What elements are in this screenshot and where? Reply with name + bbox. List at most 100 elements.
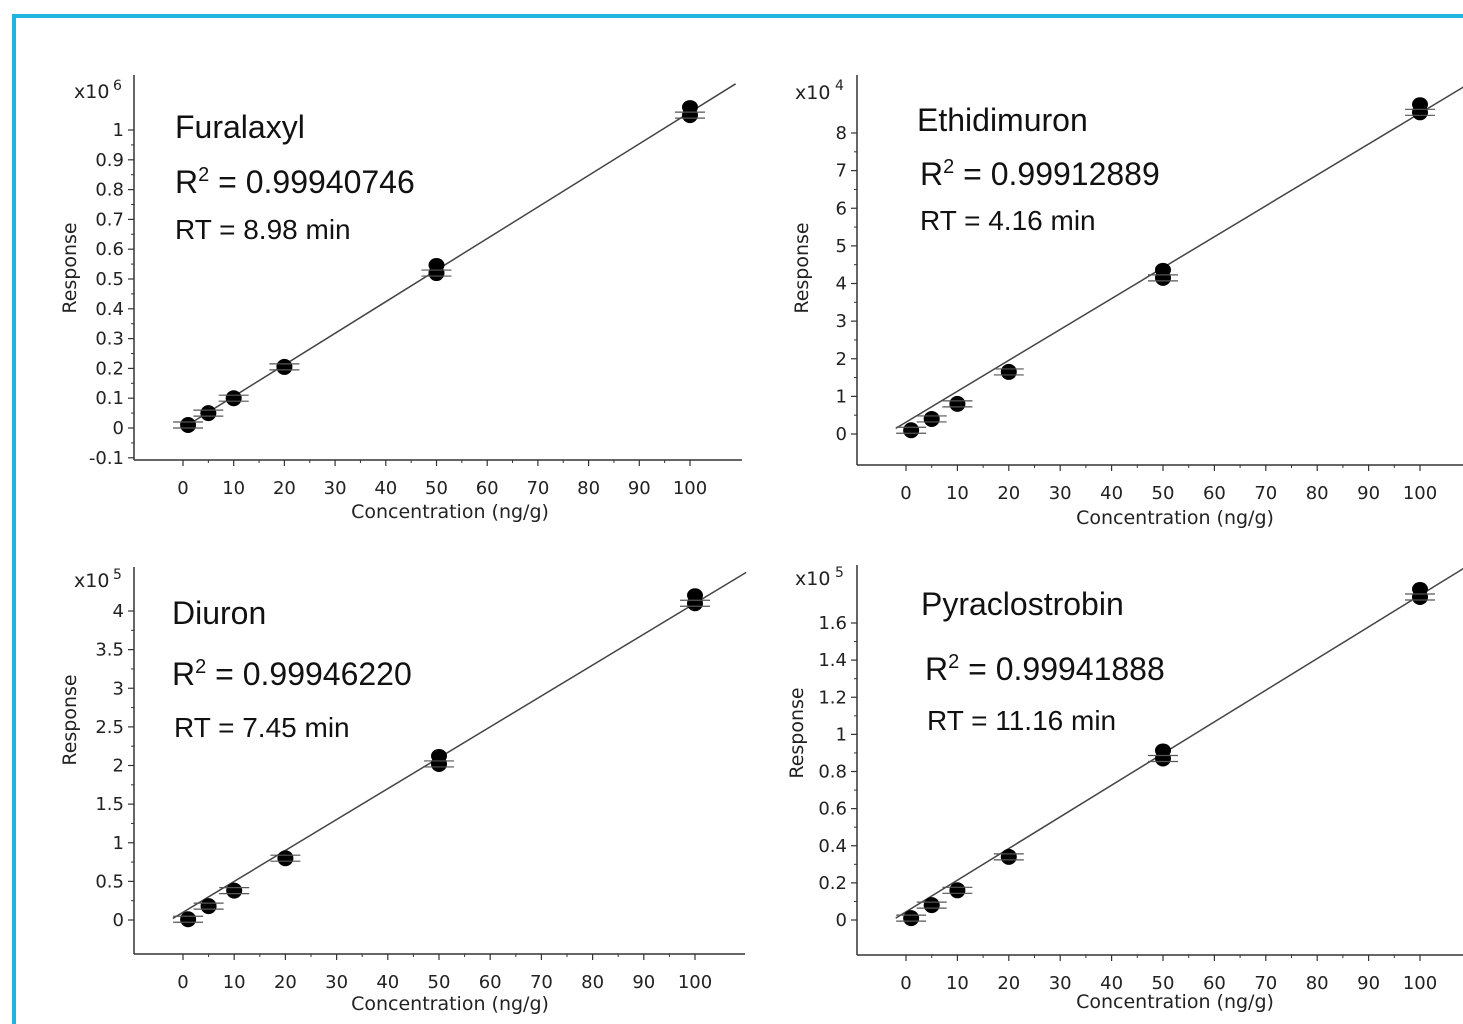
data-point bbox=[1148, 262, 1178, 286]
y-axis-title: Response bbox=[59, 222, 81, 313]
x-tick-label: 70 bbox=[1254, 973, 1277, 994]
calibration-chart-furalaxyl: x10 6 Response Concentration (ng/g) Fura… bbox=[59, 75, 742, 523]
y-tick-label: 7 bbox=[836, 161, 847, 182]
y-tick-label: 1 bbox=[836, 386, 847, 407]
y-multiplier-base: x10 bbox=[74, 570, 109, 592]
compound-name: Furalaxyl bbox=[175, 109, 305, 145]
data-point bbox=[269, 358, 300, 375]
calibration-chart-diuron: x10 5 Response Concentration (ng/g) Diur… bbox=[59, 567, 747, 1015]
y-tick-label: 4 bbox=[836, 274, 847, 295]
y-tick-label: 3 bbox=[836, 311, 847, 332]
compound-name: Diuron bbox=[172, 595, 266, 631]
data-point bbox=[993, 363, 1024, 380]
x-tick-label: 30 bbox=[324, 478, 347, 499]
x-tick-label: 100 bbox=[1403, 483, 1437, 504]
data-point bbox=[1148, 743, 1178, 767]
point-marker bbox=[226, 882, 243, 899]
x-tick-label: 80 bbox=[577, 478, 600, 499]
x-tick-label: 60 bbox=[1203, 483, 1226, 504]
x-tick-label: 50 bbox=[428, 972, 451, 993]
point-marker-replicate bbox=[687, 588, 703, 603]
y-tick-label: 0.1 bbox=[95, 388, 124, 409]
x-tick-label: 80 bbox=[581, 972, 604, 993]
y-tick-label: 0.8 bbox=[818, 762, 847, 783]
regression-line bbox=[182, 83, 737, 429]
data-point bbox=[270, 850, 301, 867]
point-marker-replicate bbox=[1412, 582, 1428, 597]
retention-time: RT = 8.98 min bbox=[175, 214, 351, 245]
x-tick-label: 10 bbox=[223, 972, 246, 993]
point-marker bbox=[949, 882, 966, 899]
x-tick-label: 20 bbox=[273, 478, 296, 499]
x-tick-label: 40 bbox=[376, 972, 399, 993]
point-marker bbox=[923, 410, 940, 427]
r-squared-superscript: 2 bbox=[195, 656, 206, 678]
calibration-chart-pyraclostrobin: x10 5 Response Concentration (ng/g) Pyra… bbox=[786, 565, 1463, 1013]
x-tick-label: 50 bbox=[1152, 973, 1175, 994]
compound-name: Ethidimuron bbox=[917, 102, 1088, 138]
y-multiplier-exponent: 5 bbox=[113, 567, 122, 583]
point-marker bbox=[200, 898, 217, 915]
r-squared-value: = 0.99941888 bbox=[959, 651, 1165, 687]
x-tick-label: 90 bbox=[1357, 483, 1380, 504]
x-tick-label: 10 bbox=[946, 483, 969, 504]
y-axis-title: Response bbox=[786, 687, 808, 778]
x-tick-label: 60 bbox=[476, 478, 499, 499]
x-tick-label: 0 bbox=[900, 483, 911, 504]
data-point bbox=[173, 417, 204, 434]
data-point bbox=[193, 405, 224, 422]
x-tick-label: 0 bbox=[177, 478, 188, 499]
point-marker bbox=[276, 358, 293, 375]
x-tick-label: 20 bbox=[274, 972, 297, 993]
regression-line bbox=[895, 86, 1463, 429]
data-point bbox=[193, 898, 224, 915]
point-marker bbox=[180, 417, 197, 434]
point-marker bbox=[923, 897, 940, 914]
y-tick-label: 0.6 bbox=[818, 799, 847, 820]
point-marker-replicate bbox=[1412, 97, 1428, 112]
x-tick-label: 100 bbox=[1403, 973, 1437, 994]
x-tick-label: 90 bbox=[1357, 973, 1380, 994]
y-multiplier-exponent: 4 bbox=[835, 78, 844, 94]
x-tick-label: 70 bbox=[526, 478, 549, 499]
retention-time: RT = 11.16 min bbox=[927, 705, 1116, 736]
x-tick-label: 90 bbox=[632, 972, 655, 993]
data-point bbox=[680, 588, 710, 612]
x-tick-label: 10 bbox=[946, 973, 969, 994]
data-point bbox=[896, 910, 927, 927]
data-point bbox=[993, 848, 1024, 865]
y-tick-label: 0 bbox=[113, 418, 124, 439]
r-squared-label: R2 = 0.99940746 bbox=[175, 164, 415, 200]
y-axis-title: Response bbox=[59, 674, 81, 765]
x-tick-label: 60 bbox=[479, 972, 502, 993]
y-tick-label: 1.6 bbox=[818, 613, 847, 634]
point-marker bbox=[225, 390, 242, 407]
x-tick-label: 0 bbox=[177, 972, 188, 993]
plot-area: 00.511.522.533.540 10 20 30 40 50 60 70 80 90 100 bbox=[95, 567, 747, 993]
point-marker bbox=[949, 395, 966, 412]
regression-line bbox=[172, 571, 747, 920]
r-squared-superscript: 2 bbox=[948, 651, 959, 673]
y-tick-label: 0.4 bbox=[95, 299, 124, 320]
point-marker bbox=[277, 850, 294, 867]
x-tick-label: 0 bbox=[900, 973, 911, 994]
data-point bbox=[916, 410, 947, 427]
x-tick-label: 100 bbox=[678, 972, 712, 993]
r-squared-label: R2 = 0.99941888 bbox=[925, 651, 1165, 687]
data-point bbox=[424, 748, 454, 772]
data-point bbox=[916, 897, 947, 914]
y-tick-label: 0.3 bbox=[95, 329, 124, 350]
point-marker bbox=[180, 911, 197, 928]
r-squared-label: R2 = 0.99946220 bbox=[172, 656, 412, 692]
y-tick-label: 2.5 bbox=[95, 717, 124, 738]
point-marker-replicate bbox=[428, 258, 445, 273]
y-tick-label: 3 bbox=[113, 678, 124, 699]
x-tick-label: 90 bbox=[628, 478, 651, 499]
r-squared-value: = 0.99946220 bbox=[206, 656, 412, 692]
r-squared-value: = 0.99912889 bbox=[954, 156, 1160, 192]
y-multiplier-exponent: 5 bbox=[835, 565, 844, 581]
r-squared-value: = 0.99940746 bbox=[209, 164, 415, 200]
x-axis-title: Concentration (ng/g) bbox=[351, 501, 549, 523]
point-marker-replicate bbox=[431, 748, 447, 763]
